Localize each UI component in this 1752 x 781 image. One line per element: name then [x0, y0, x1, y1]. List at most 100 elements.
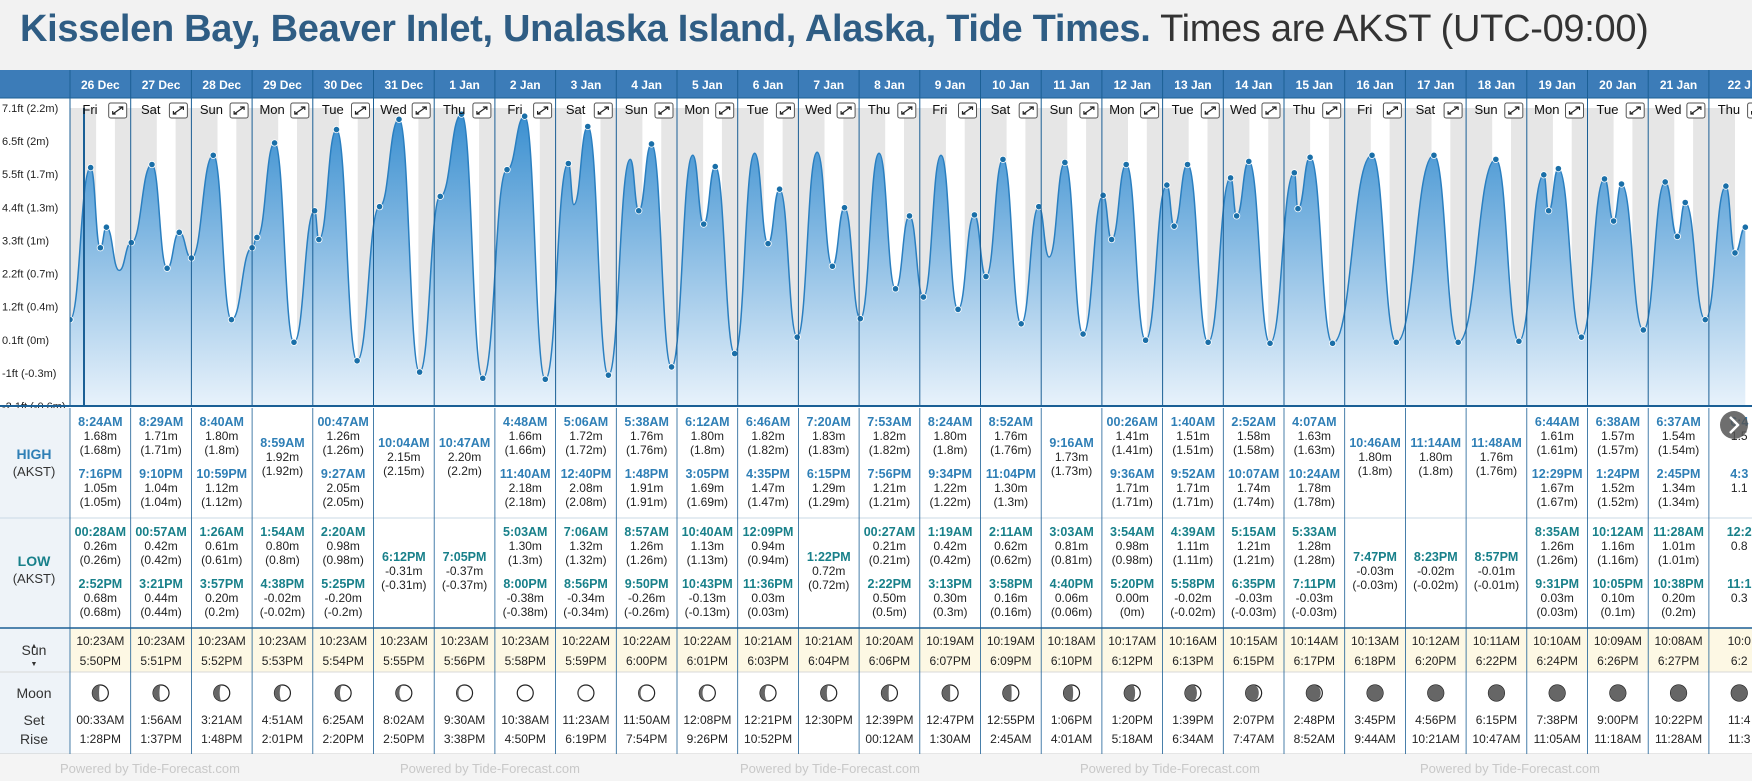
moon-rise-time: 4:50PM — [505, 732, 546, 746]
expand-day-button[interactable] — [1443, 102, 1463, 119]
expand-day-button[interactable] — [108, 102, 128, 119]
scroll-right-button[interactable] — [1720, 411, 1748, 439]
low-time: 11:36PM — [743, 577, 793, 591]
high-height-paren: (1.29m) — [808, 495, 849, 509]
moon-set-time: 4:51AM — [262, 713, 303, 727]
moon-shadow — [942, 685, 951, 701]
moon-phase-icon — [213, 684, 231, 702]
low-height-paren: (0.16m) — [990, 605, 1031, 619]
moon-shadow — [1427, 685, 1444, 701]
y-tick-bg — [0, 365, 66, 380]
low-height: 0.42m — [144, 539, 177, 553]
sunset-time: 5:59PM — [565, 654, 606, 668]
low-time: 5:03AM — [503, 525, 547, 539]
expand-day-button[interactable] — [1625, 102, 1645, 119]
high-height-paren: (1.91m) — [626, 495, 667, 509]
low-height: 0.8 — [1731, 539, 1748, 553]
tide-point — [1661, 178, 1669, 186]
sunrise-time: 10:19AM — [987, 634, 1035, 648]
moon-set-time: 12:47PM — [926, 713, 974, 727]
footer-credit: Powered by Tide-Forecast.com — [1080, 761, 1260, 776]
footer-credit: Powered by Tide-Forecast.com — [60, 761, 240, 776]
expand-day-button[interactable] — [229, 102, 249, 119]
high-height: 1.29m — [812, 481, 845, 495]
expand-arrow-icon — [112, 106, 124, 115]
expand-day-button[interactable] — [1747, 102, 1752, 119]
expand-day-button[interactable] — [351, 102, 370, 119]
expand-day-button[interactable] — [1322, 102, 1342, 119]
low-height-paren: (0.2m) — [204, 605, 239, 619]
tide-point — [1392, 338, 1400, 346]
sunset-time: 5:50PM — [80, 654, 121, 668]
high-height: 2.05m — [326, 481, 359, 495]
high-height: 1.80m — [1419, 450, 1452, 464]
expand-day-button[interactable] — [1565, 102, 1584, 119]
expand-day-button[interactable] — [654, 102, 674, 119]
high-time: 10:59PM — [196, 467, 247, 481]
tide-point — [332, 125, 341, 134]
expand-day-button[interactable] — [411, 102, 431, 119]
high-height-paren: (2.18m) — [505, 495, 546, 509]
low-time: 12:09PM — [743, 525, 794, 539]
expand-day-button[interactable] — [593, 102, 613, 119]
high-height: 1.41m — [1116, 429, 1149, 443]
date-label: 4 Jan — [631, 78, 662, 92]
moon-rise-time: 7:47AM — [1233, 732, 1274, 746]
expand-day-button[interactable] — [1018, 102, 1038, 119]
expand-day-button[interactable] — [836, 102, 856, 119]
expand-day-button[interactable] — [168, 102, 188, 119]
high-height-paren: (1.05m) — [80, 495, 121, 509]
expand-arrow-icon — [354, 106, 367, 115]
expand-day-button[interactable] — [1382, 102, 1402, 119]
high-height: 1.04m — [144, 481, 177, 495]
expand-day-button[interactable] — [1686, 102, 1706, 119]
date-label: 28 Dec — [202, 78, 241, 92]
high-height-paren: (1.63m) — [1294, 443, 1335, 457]
moon-set-time: 9:00PM — [1597, 713, 1638, 727]
expand-day-button[interactable] — [1261, 102, 1281, 119]
expand-day-button[interactable] — [958, 102, 977, 119]
expand-arrow-icon — [1083, 106, 1095, 115]
sunset-time: 6:00PM — [626, 654, 667, 668]
expand-arrow-icon — [233, 106, 245, 115]
low-time: 8:56PM — [564, 577, 608, 591]
high-height-paren: (1.66m) — [505, 443, 546, 457]
high-time: 8:40AM — [200, 415, 244, 429]
expand-day-button[interactable] — [472, 102, 492, 119]
tide-point — [856, 315, 864, 323]
tide-point — [891, 285, 900, 293]
expand-day-button[interactable] — [290, 102, 310, 119]
low-time: 00:57AM — [135, 525, 186, 539]
high-height-paren: (2.2m) — [447, 464, 482, 478]
moon-phase-icon — [1123, 684, 1141, 702]
expand-day-button[interactable] — [897, 102, 917, 119]
title-bar: Kisselen Bay, Beaver Inlet, Unalaska Isl… — [0, 0, 1752, 70]
tide-point — [647, 140, 656, 148]
low-height: 0.30m — [933, 591, 966, 605]
expand-day-button[interactable] — [533, 102, 553, 119]
expand-day-button[interactable] — [1200, 102, 1220, 119]
expand-day-button[interactable] — [775, 102, 795, 119]
low-height: 0.81m — [1055, 539, 1088, 553]
dow-label: Wed — [1230, 102, 1257, 117]
low-height-paren: (0.26m) — [80, 553, 121, 567]
expand-day-button[interactable] — [1079, 102, 1099, 119]
sunrise-time: 10:21AM — [744, 634, 792, 648]
expand-day-button[interactable] — [715, 102, 735, 119]
high-height: 1.66m — [509, 429, 542, 443]
dow-label: Fri — [82, 102, 97, 117]
expand-day-button[interactable] — [1504, 102, 1524, 119]
tide-point — [711, 162, 719, 171]
sunset-time: 6:04PM — [808, 654, 849, 668]
expand-arrow-icon — [901, 106, 913, 115]
moon-set-time: 1:39PM — [1172, 713, 1213, 727]
expand-day-button[interactable] — [1140, 102, 1160, 119]
low-height-paren: (-0.34m) — [563, 605, 608, 619]
tide-point — [541, 375, 549, 383]
sunrise-time: 10:10AM — [1533, 634, 1581, 648]
moon-phase-icon — [1487, 684, 1506, 702]
sunset-time: 5:56PM — [444, 654, 485, 668]
moon-set-time: 12:55PM — [987, 713, 1035, 727]
low-height-paren: (1.32m) — [565, 553, 606, 567]
low-height: 0.20m — [1662, 591, 1695, 605]
